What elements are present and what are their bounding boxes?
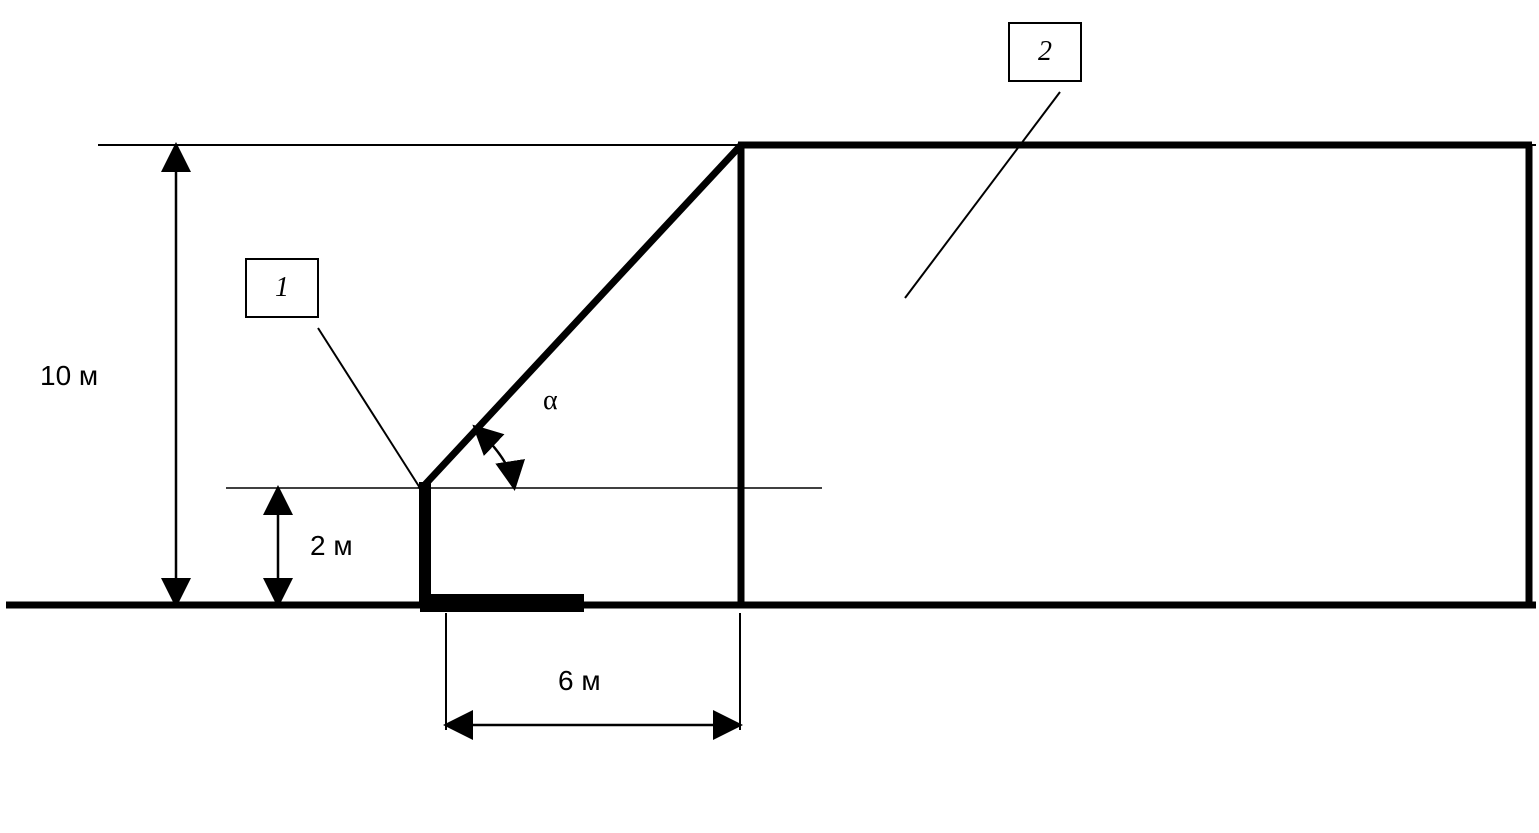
callout-1-box: 1 [245,258,319,318]
dim-2m-label: 2 м [310,530,353,562]
dim-6m-label: 6 м [558,665,601,697]
callout-1-leader [318,328,420,488]
angle-alpha-label: α [543,385,558,417]
callout-2-leader [905,92,1060,298]
dim-10m-label: 10 м [40,360,98,392]
callout-2-label: 2 [1038,36,1052,67]
diagram-svg [0,0,1539,833]
angle-arc [476,428,514,486]
diagonal-brace [420,145,741,490]
callout-1-label: 1 [275,272,289,303]
callout-2-box: 2 [1008,22,1082,82]
